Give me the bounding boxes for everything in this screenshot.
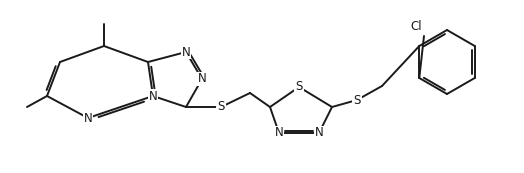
Text: N: N bbox=[275, 126, 283, 139]
Text: S: S bbox=[217, 101, 225, 113]
Text: N: N bbox=[182, 45, 190, 58]
Text: N: N bbox=[84, 112, 92, 125]
Text: N: N bbox=[149, 89, 157, 102]
Text: Cl: Cl bbox=[410, 20, 422, 33]
Text: S: S bbox=[296, 80, 303, 93]
Text: N: N bbox=[198, 72, 206, 85]
Text: S: S bbox=[353, 93, 361, 107]
Text: N: N bbox=[314, 126, 323, 139]
